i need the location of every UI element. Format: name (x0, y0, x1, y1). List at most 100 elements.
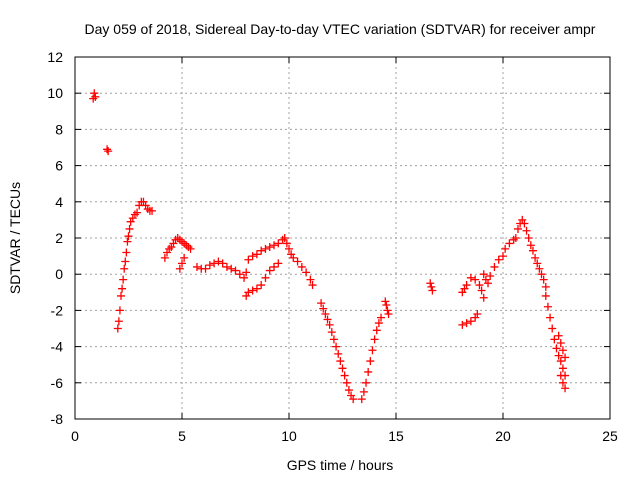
data-point (499, 252, 507, 261)
data-point (180, 253, 189, 262)
grid-lines (75, 57, 610, 419)
data-point (248, 252, 257, 261)
data-point (167, 243, 176, 252)
data-point (293, 257, 302, 266)
data-point (201, 264, 210, 273)
data-point (541, 282, 550, 291)
data-point (381, 297, 390, 306)
data-point (240, 273, 249, 282)
data-point (554, 331, 563, 340)
data-point (462, 281, 471, 290)
data-point (543, 302, 552, 311)
data-point (257, 281, 266, 290)
data-point (546, 313, 555, 322)
x-tick-label: 20 (495, 428, 511, 444)
y-tick-label: 2 (55, 230, 63, 246)
data-point (265, 243, 274, 252)
data-point (119, 275, 128, 284)
data-point (374, 319, 383, 328)
data-point (139, 197, 148, 206)
data-point (372, 326, 381, 335)
data-point (471, 313, 480, 322)
data-point (114, 317, 123, 326)
data-point (287, 250, 296, 259)
data-point (297, 262, 306, 271)
data-point (122, 248, 131, 257)
data-point (205, 261, 214, 270)
data-point (244, 288, 253, 297)
data-point (285, 244, 293, 253)
data-point (357, 395, 366, 404)
data-points (89, 89, 570, 404)
data-point (501, 244, 510, 253)
data-point (550, 335, 559, 344)
data-point (148, 206, 157, 215)
data-point (242, 268, 251, 277)
data-point (552, 344, 561, 353)
data-point (282, 239, 291, 248)
data-point (248, 286, 257, 295)
data-point (539, 275, 548, 284)
data-point (117, 291, 126, 300)
data-point (270, 241, 279, 250)
data-point (90, 89, 99, 98)
data-point (458, 288, 467, 297)
data-point (332, 342, 341, 351)
data-point (124, 232, 133, 241)
data-point (342, 378, 351, 387)
y-tick-label: 12 (47, 49, 63, 65)
data-point (89, 94, 98, 103)
data-point (308, 281, 317, 290)
data-point (289, 253, 298, 262)
data-point (466, 317, 475, 326)
data-point (103, 145, 112, 154)
data-point (518, 215, 527, 224)
data-point (244, 255, 253, 264)
data-point (165, 244, 174, 253)
chart-title: Day 059 of 2018, Sidereal Day-to-day VTE… (85, 21, 596, 37)
data-point (458, 320, 467, 329)
data-point (182, 241, 191, 250)
data-point (383, 306, 392, 315)
data-point (368, 346, 377, 355)
x-tick-label: 25 (602, 428, 618, 444)
data-point (192, 262, 201, 271)
data-point (477, 286, 486, 295)
data-point (143, 205, 152, 214)
data-point (533, 259, 542, 268)
data-point (509, 235, 518, 244)
data-point (329, 335, 338, 344)
x-tick-label: 0 (71, 428, 79, 444)
y-tick-label: -4 (51, 339, 64, 355)
y-tick-label: -2 (51, 302, 64, 318)
data-point (104, 147, 113, 156)
x-tick-label: 15 (388, 428, 404, 444)
data-point (349, 395, 358, 404)
data-point (466, 273, 475, 282)
data-point (520, 219, 529, 228)
data-point (479, 270, 488, 279)
data-point (278, 235, 287, 244)
y-tick-label: 6 (55, 158, 63, 174)
data-point (561, 353, 570, 362)
data-point (121, 257, 130, 266)
data-point (261, 273, 270, 282)
data-point (160, 253, 169, 262)
data-point (513, 224, 522, 233)
data-point (319, 304, 328, 313)
data-point (490, 262, 499, 271)
data-point (130, 210, 139, 219)
data-point (274, 259, 283, 268)
data-point (280, 234, 289, 242)
data-point (270, 262, 279, 271)
data-point (222, 262, 231, 271)
data-point (535, 264, 544, 273)
data-point (384, 310, 393, 319)
data-point (180, 239, 189, 248)
data-point (426, 279, 435, 288)
data-point (184, 243, 193, 252)
data-point (475, 281, 484, 290)
data-point (325, 320, 334, 329)
data-point (541, 291, 550, 300)
data-point (133, 208, 142, 217)
